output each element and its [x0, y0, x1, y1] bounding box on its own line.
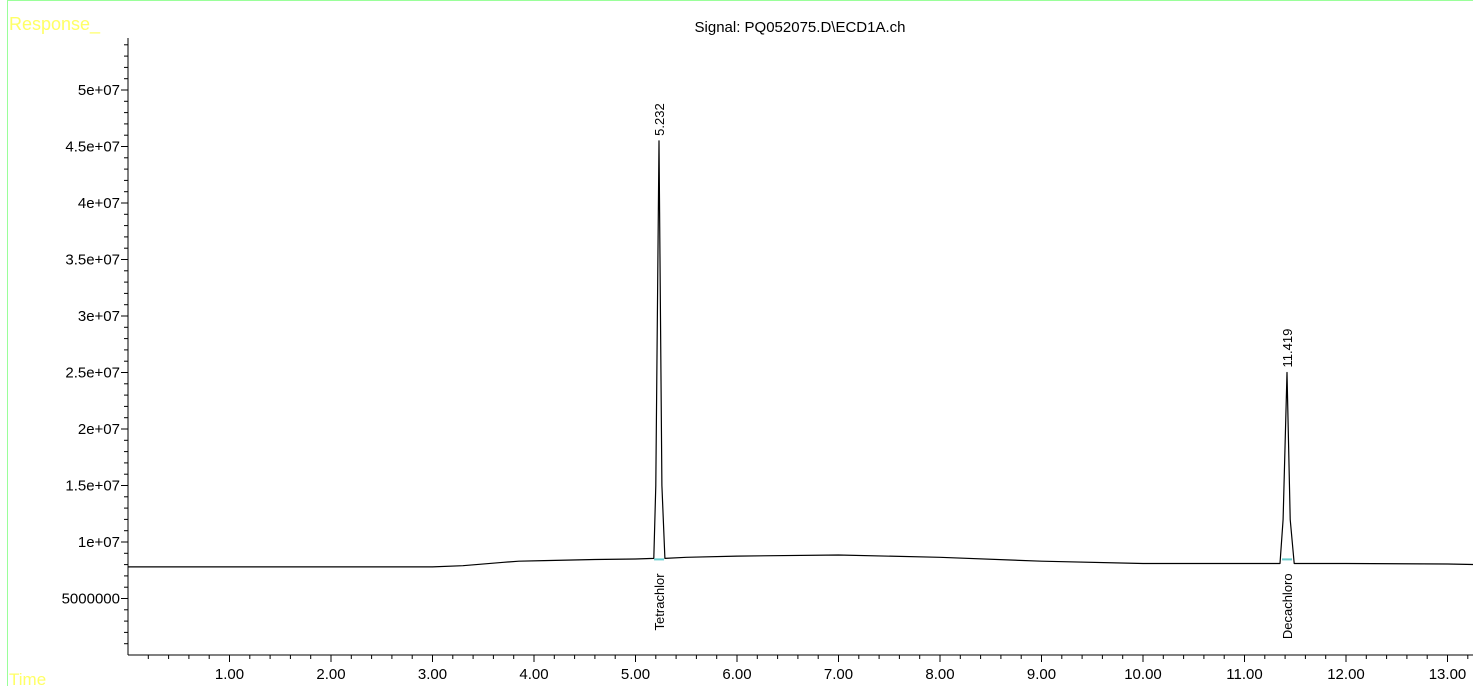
x-tick-label: 1.00 [215, 666, 244, 683]
x-tick-label: 11.00 [1226, 666, 1262, 683]
axes [128, 38, 1473, 655]
x-tick-label: 5.00 [621, 666, 650, 683]
x-tick-label: 4.00 [519, 666, 548, 683]
peak-compound-label: Tetrachlor [652, 573, 667, 631]
y-tick-label: 5e+07 [78, 82, 120, 99]
ticks: 1.00 2.00 3.00 4.00 5.00 6.00 7.00 8.00 9.00 10.0… [62, 45, 1468, 683]
y-tick-label: 1e+07 [78, 534, 120, 551]
y-tick-label: 4e+07 [78, 195, 120, 212]
x-tick-label: 12.00 [1327, 666, 1365, 683]
peak-retention-time-label: 11.419 [1280, 329, 1295, 368]
signal-series [128, 141, 1473, 567]
peak-retention-time-label: 5.232 [652, 103, 667, 136]
signal-trace [128, 141, 1473, 567]
y-tick-label: 1.5e+07 [65, 478, 120, 495]
x-tick-label: 3.00 [418, 666, 447, 683]
y-tick-label: 2.5e+07 [65, 365, 120, 382]
y-tick-label: 2e+07 [78, 421, 120, 438]
y-tick-label: 3.5e+07 [65, 252, 120, 269]
x-tick-label: 10.00 [1124, 666, 1162, 683]
x-tick-label: 8.00 [925, 666, 954, 683]
y-tick-label: 4.5e+07 [65, 139, 120, 156]
y-tick-label: 3e+07 [78, 308, 120, 325]
x-tick-label: 9.00 [1027, 666, 1056, 683]
y-tick-label: 5000000 [62, 591, 120, 608]
x-tick-label: 2.00 [316, 666, 345, 683]
peak-compound-label: Decachloro [1280, 573, 1295, 639]
x-tick-label: 13.00 [1429, 666, 1467, 683]
x-tick-label: 6.00 [722, 666, 751, 683]
x-tick-label: 7.00 [824, 666, 853, 683]
